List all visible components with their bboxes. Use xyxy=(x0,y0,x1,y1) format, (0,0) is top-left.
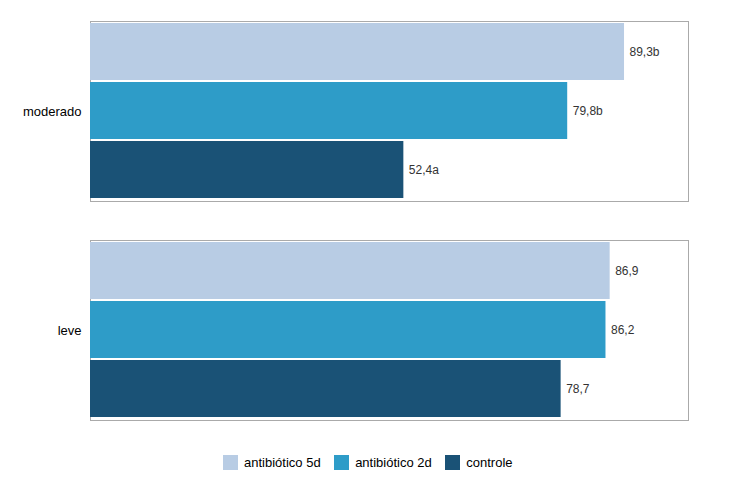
svg-text:leve: leve xyxy=(58,323,82,338)
svg-text:86,2: 86,2 xyxy=(611,323,635,337)
html-text:controle: controle xyxy=(466,455,513,470)
svg-text:79,8b: 79,8b xyxy=(573,104,603,118)
svg-text:78,7: 78,7 xyxy=(566,382,590,396)
svg-text:89,3b: 89,3b xyxy=(630,45,660,59)
html-text:antibiótico 2d: antibiótico 2d xyxy=(355,455,432,470)
svg-text:52,4a: 52,4a xyxy=(409,163,439,177)
svg-text:86,9: 86,9 xyxy=(615,264,639,278)
svg-text:moderado: moderado xyxy=(23,104,82,119)
html-text:antibiótico 5d: antibiótico 5d xyxy=(244,455,321,470)
